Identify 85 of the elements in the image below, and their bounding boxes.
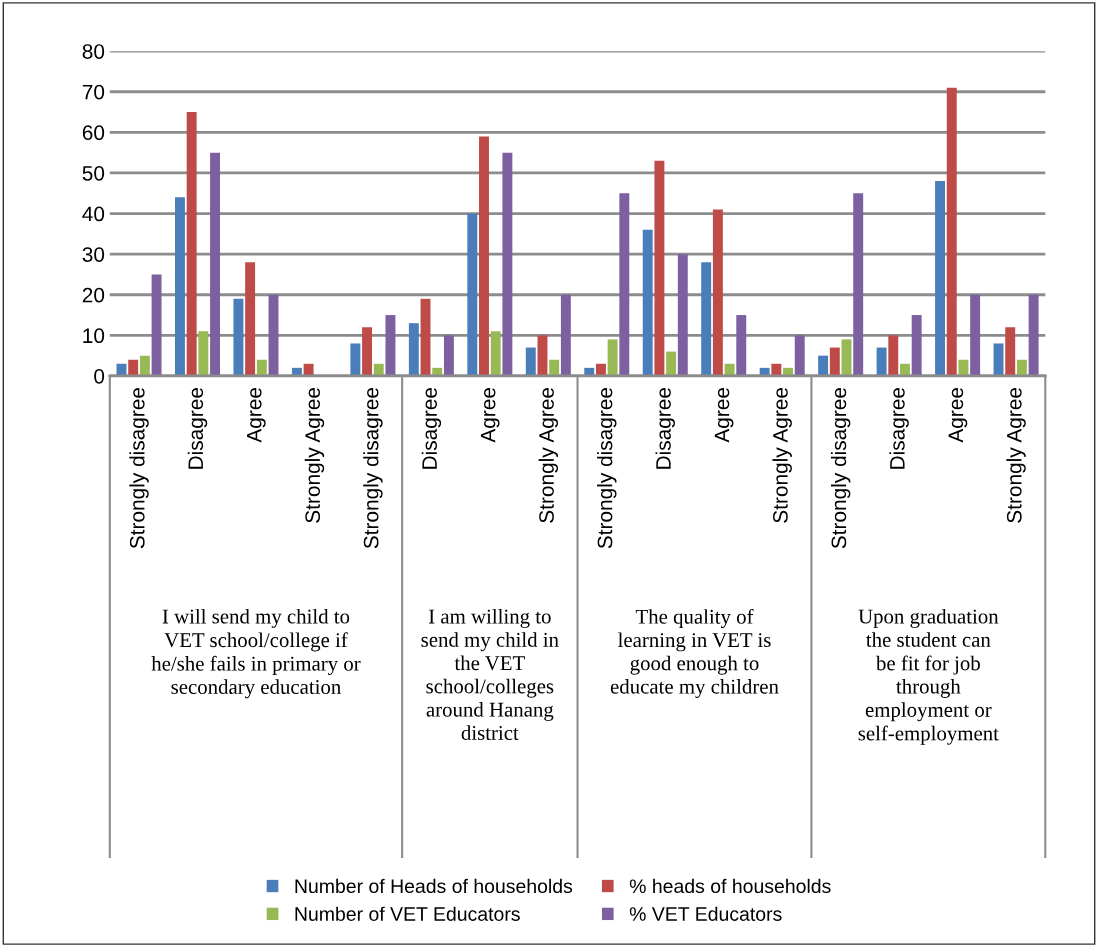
bar [958,359,969,376]
bar [677,254,688,376]
bar [362,327,373,376]
x-tick-label: Strongly Agree [538,387,559,523]
bar [946,87,957,376]
bar [373,363,384,376]
bar [1028,294,1039,376]
legend-label: % VET Educators [629,906,782,921]
bar [794,335,805,376]
bar [525,347,536,376]
y-tick-label: 70 [82,84,105,100]
text: The quality of learning in VET is good enough to educate my children [610,608,779,698]
bar [443,335,454,376]
bar [139,355,150,376]
x-tick-label: Strongly disagree [597,387,617,549]
bar [467,213,478,376]
x-tick-label: Disagree [889,387,909,469]
y-tick-label: 30 [82,247,105,262]
bar [595,363,606,376]
bar [408,323,419,376]
x-tick-label: Agree [714,387,734,443]
bar [607,339,618,376]
x-tick-label: Disagree [187,387,208,469]
x-tick-label: Strongly Agree [772,387,792,523]
x-tick-label: Disagree [655,387,675,469]
bar [654,160,665,376]
y-tick-label: 50 [82,165,105,181]
bar [900,363,910,376]
bar [1005,327,1016,376]
text: Upon graduation the student can be fit for job through employment or self-employment [858,608,999,745]
bar [701,262,712,376]
bar [724,363,735,376]
legend-label: % heads of households [629,878,831,894]
bar [1016,359,1027,376]
bar [549,359,560,376]
bar [642,229,653,376]
y-tick-label: 20 [82,287,105,303]
bar [829,347,840,376]
bar [233,298,244,376]
y-tick-label: 0 [94,368,105,384]
bar [818,355,829,376]
text: I am willing to send my child in the VET school/colleges around Hanang district [421,608,559,740]
bar [479,136,489,376]
x-tick-label: Agree [948,387,968,443]
bar [876,347,887,376]
bar [490,331,501,376]
bar [174,197,185,376]
bar [619,193,630,376]
y-tick-label: 80 [82,44,105,59]
bar [853,193,864,376]
legend-label: Number of VET Educators [295,906,520,921]
bar [537,335,548,376]
bar [502,152,513,376]
bar [666,351,677,376]
bar [771,363,782,376]
y-tick-label: 10 [83,328,105,344]
bar [385,315,396,376]
y-tick-label: 60 [82,125,105,141]
bar [303,363,314,376]
x-tick-label: Strongly Agree [1006,387,1026,523]
bar [151,274,162,376]
bar [560,294,571,376]
bar [186,112,197,376]
bar [712,209,723,376]
x-tick-label: Strongly Agree [304,387,325,523]
text: I will send my child to VET school/college if he/she fails in primary or secondary education [151,608,361,699]
bar [970,294,981,376]
legend-label: Number of Heads of households [295,878,573,894]
bar [736,315,747,376]
x-tick-label: Strongly disagree [129,387,149,549]
bar [245,262,256,376]
y-tick-label: 40 [82,206,105,222]
bar [350,343,361,376]
bar [911,315,922,376]
x-tick-label: Strongly disagree [830,387,851,549]
bar [210,152,221,376]
bar [888,335,899,376]
bar [256,359,267,376]
x-tick-label: Agree [247,387,266,443]
bar [198,331,209,376]
x-tick-label: Strongly disagree [363,387,383,549]
bar [935,181,946,376]
bar [128,359,139,376]
x-tick-label: Agree [480,387,500,443]
x-tick-label: Disagree [421,387,442,469]
